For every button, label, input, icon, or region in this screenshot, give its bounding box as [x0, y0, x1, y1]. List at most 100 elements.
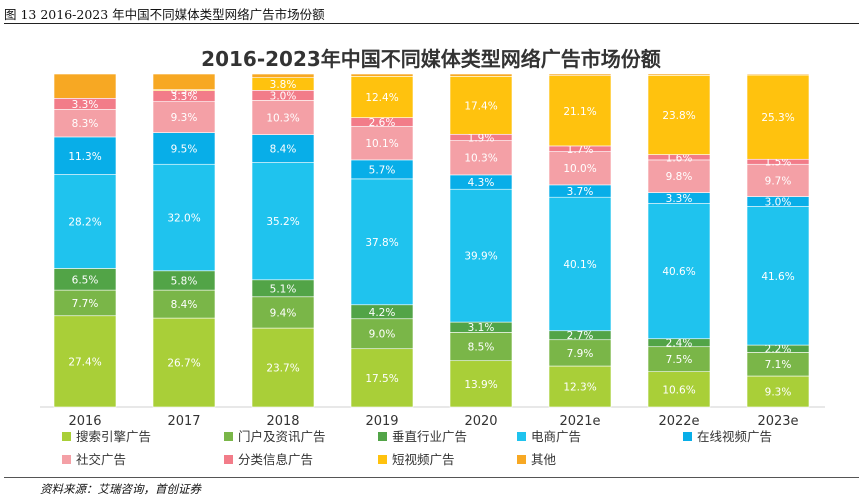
- bar-segment-2017-1: [152, 289, 216, 319]
- bar-segment-2020-3: [449, 188, 513, 323]
- bar-segment-2018-4: [251, 134, 315, 163]
- bar-segment-2018-3: [251, 162, 315, 281]
- bar-segment-2017-5: [152, 101, 216, 133]
- data-label-2018-3: 35.2%: [266, 216, 299, 228]
- data-label-2022e-5: 9.8%: [666, 171, 693, 183]
- data-label-2022e-2: 2.4%: [666, 338, 693, 350]
- data-label-2018-2: 5.1%: [270, 283, 297, 295]
- x-tick-2016: 2016: [68, 414, 101, 429]
- bar-segment-2023e-7: [746, 74, 810, 160]
- data-label-2018-7: 3.8%: [270, 79, 297, 91]
- bar-segment-2021e-8: [548, 73, 612, 76]
- bar-segment-2018-5: [251, 100, 315, 135]
- bar-segment-2018-8: [251, 73, 315, 78]
- x-tick-2023e: 2023e: [757, 414, 798, 429]
- data-label-2022e-6: 1.6%: [666, 152, 693, 164]
- legend-swatch-8: [517, 455, 526, 464]
- data-label-2019-7: 12.4%: [365, 92, 398, 104]
- bar-segment-2022e-8: [647, 73, 711, 76]
- legend-swatch-6: [224, 455, 233, 464]
- data-label-2021e-4: 3.7%: [567, 186, 594, 198]
- legend-swatch-3: [517, 432, 526, 441]
- source-note: 资料来源：艾瑞咨询，首创证券: [40, 482, 201, 496]
- data-label-2021e-5: 10.0%: [563, 163, 596, 175]
- bottom-rule: [4, 477, 859, 478]
- bar-segment-2018-1: [251, 296, 315, 329]
- data-label-2020-1: 8.5%: [468, 342, 495, 354]
- bar-segment-2019-7: [350, 76, 414, 118]
- bar-segment-2019-8: [350, 73, 414, 77]
- data-label-2017-5: 9.3%: [171, 112, 198, 124]
- bar-segment-2017-8: [152, 73, 216, 90]
- data-label-2018-0: 23.7%: [266, 363, 299, 375]
- data-label-2019-0: 17.5%: [365, 373, 398, 385]
- data-label-2021e-1: 7.9%: [567, 348, 594, 360]
- legend-label-0: 搜索引擎广告: [76, 429, 151, 444]
- legend-label-8: 其他: [531, 452, 557, 467]
- data-label-2021e-6: 1.7%: [567, 144, 594, 156]
- bar-segment-2021e-3: [548, 196, 612, 332]
- data-label-2021e-2: 2.7%: [567, 330, 594, 342]
- data-label-2017-1: 8.4%: [171, 299, 198, 311]
- legend-label-4: 在线视频广告: [697, 429, 772, 444]
- data-label-2022e-4: 3.3%: [666, 193, 693, 205]
- bar-segment-2023e-0: [746, 375, 810, 408]
- data-label-2019-6: 2.6%: [369, 117, 396, 129]
- bar-segment-2020-8: [449, 73, 513, 77]
- data-label-2020-4: 4.3%: [468, 177, 495, 189]
- bar-segment-2016-3: [53, 174, 117, 269]
- data-label-2016-3: 28.2%: [68, 217, 101, 229]
- data-label-2021e-3: 40.1%: [563, 259, 596, 271]
- data-label-2023e-4: 3.0%: [765, 197, 792, 209]
- bar-segment-2022e-1: [647, 346, 711, 373]
- chart-title: 2016-2023年中国不同媒体类型网络广告市场份额: [201, 47, 661, 71]
- data-label-2020-0: 13.9%: [464, 379, 497, 391]
- bar-segment-2023e-8: [746, 73, 810, 76]
- legend-swatch-7: [378, 455, 387, 464]
- legend-swatch-4: [683, 432, 692, 441]
- data-label-2018-5: 10.3%: [266, 112, 299, 124]
- bar-segment-2022e-0: [647, 371, 711, 408]
- data-label-2023e-5: 9.7%: [765, 175, 792, 187]
- bar-segment-2019-0: [350, 348, 414, 408]
- bar-segment-2022e-7: [647, 75, 711, 155]
- x-tick-2018: 2018: [266, 414, 299, 429]
- legend-label-6: 分类信息广告: [238, 452, 313, 467]
- bar-segment-2021e-0: [548, 365, 612, 408]
- legend-label-3: 电商广告: [531, 429, 581, 444]
- data-label-2019-4: 5.7%: [369, 164, 396, 176]
- legend-swatch-0: [62, 432, 71, 441]
- bar-segment-2023e-3: [746, 206, 810, 346]
- top-rule: [4, 23, 859, 24]
- bar-segment-2017-4: [152, 132, 216, 165]
- data-label-2019-2: 4.2%: [369, 307, 396, 319]
- data-label-2020-3: 39.9%: [464, 251, 497, 263]
- data-label-2018-1: 9.4%: [270, 307, 297, 319]
- data-label-2021e-7: 21.1%: [563, 106, 596, 118]
- data-label-2020-6: 1.9%: [468, 132, 495, 144]
- legend-label-7: 短视频广告: [392, 452, 455, 467]
- bar-segment-2016-5: [53, 108, 117, 138]
- data-label-2016-1: 7.7%: [72, 298, 99, 310]
- bar-segment-2021e-1: [548, 339, 612, 367]
- data-label-2023e-3: 41.6%: [761, 271, 794, 283]
- bar-segment-2018-0: [251, 327, 315, 408]
- data-label-2017-6: 3.3%: [171, 91, 198, 103]
- data-label-2022e-3: 40.6%: [662, 266, 695, 278]
- data-label-2017-3: 32.0%: [167, 213, 200, 225]
- x-tick-2020: 2020: [464, 414, 497, 429]
- bars-group: 27.4% 7.7% 6.5% 28.2% 11.3% 8.3% 3.3% 26.7% 8.4%…: [53, 73, 810, 408]
- data-label-2016-0: 27.4%: [68, 356, 101, 368]
- legend-label-2: 垂直行业广告: [392, 429, 467, 444]
- data-label-2023e-1: 7.1%: [765, 359, 792, 371]
- data-label-2023e-2: 2.2%: [765, 344, 792, 356]
- data-label-2020-5: 10.3%: [464, 153, 497, 165]
- data-label-2019-3: 37.8%: [365, 237, 398, 249]
- legend-swatch-2: [378, 432, 387, 441]
- x-tick-2019: 2019: [365, 414, 398, 429]
- data-label-2016-6: 3.3%: [72, 99, 99, 111]
- bar-segment-2022e-5: [647, 159, 711, 193]
- data-label-2023e-0: 9.3%: [765, 387, 792, 399]
- data-label-2022e-0: 10.6%: [662, 384, 695, 396]
